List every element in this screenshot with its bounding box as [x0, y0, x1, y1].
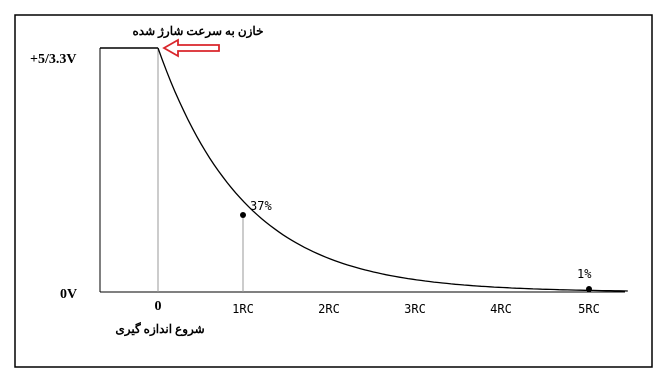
point-37-percent	[240, 212, 246, 218]
y-tick-label-bottom: 0V	[60, 287, 77, 302]
x-tick-label-1rc: 1RC	[232, 302, 254, 316]
label-1-percent: 1%	[577, 267, 592, 281]
label-37-percent: 37%	[250, 199, 272, 213]
y-tick-label-top: +5/3.3V	[30, 52, 76, 67]
annotation-bottom: شروع اندازه گیری	[115, 321, 204, 337]
x-tick-label-3rc: 3RC	[404, 302, 426, 316]
x-tick-label-2rc: 2RC	[318, 302, 340, 316]
annotation-top: خازن به سرعت شارژ شده	[132, 24, 263, 39]
x-tick-label-0: 0	[155, 299, 162, 314]
x-tick-label-5rc: 5RC	[578, 302, 600, 316]
outer-border	[14, 14, 653, 368]
decay-curve	[157, 47, 628, 292]
point-1-percent	[586, 286, 592, 292]
red-arrow-icon	[162, 38, 220, 58]
x-tick-label-4rc: 4RC	[490, 302, 512, 316]
